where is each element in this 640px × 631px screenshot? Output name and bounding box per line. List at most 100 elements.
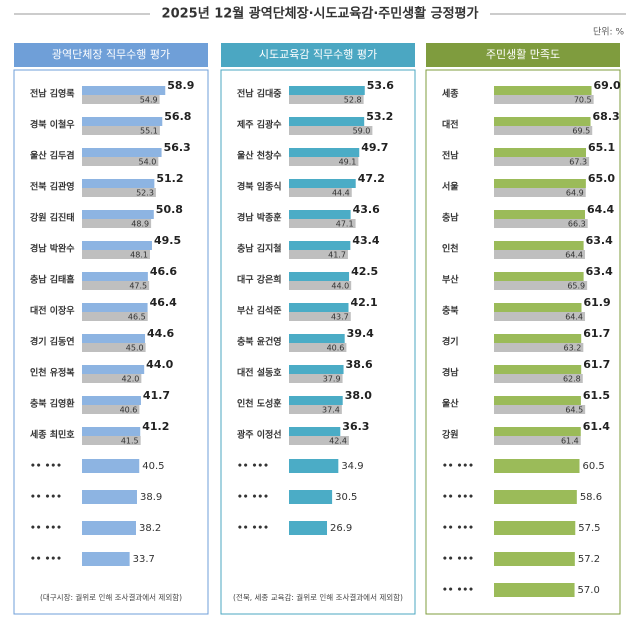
row-label: 충남 김태흠	[30, 274, 75, 286]
row-label: 울산	[442, 398, 459, 410]
bar	[289, 334, 345, 343]
bar	[494, 396, 581, 405]
row-label: 전북 김관영	[30, 181, 75, 193]
value-label: 64.4	[587, 203, 614, 216]
bar	[82, 334, 146, 343]
row-label: 충북 김영환	[30, 398, 75, 410]
bar	[494, 552, 575, 566]
row-label: 경기 김동연	[30, 336, 75, 348]
bar	[494, 148, 587, 157]
row-label: 부산	[442, 274, 459, 286]
prev-value-label: 64.4	[565, 251, 583, 260]
prev-value-label: 49.1	[339, 158, 357, 167]
value-label: 61.7	[583, 358, 610, 371]
row-label: •• •••	[237, 462, 269, 472]
row-label: 부산 김석준	[237, 305, 282, 317]
value-label: 49.5	[154, 234, 181, 247]
value-label: 42.1	[351, 296, 378, 309]
row-label: •• •••	[237, 524, 269, 534]
bar	[289, 117, 365, 126]
prev-value-label: 47.5	[129, 282, 147, 291]
prev-bar	[289, 250, 348, 259]
bar	[82, 490, 137, 504]
bar	[494, 179, 586, 188]
value-label: 30.5	[335, 492, 357, 503]
bar	[494, 303, 582, 312]
panel-body	[220, 69, 416, 615]
value-label: 63.4	[586, 265, 613, 278]
value-label: 60.5	[583, 461, 605, 472]
value-label: 50.8	[156, 203, 183, 216]
bar	[289, 210, 351, 219]
prev-bar	[82, 126, 160, 135]
bar	[494, 427, 581, 436]
value-label: 61.4	[583, 420, 610, 433]
row-label: 대전 이장우	[30, 305, 75, 317]
value-label: 41.7	[143, 389, 170, 402]
value-label: 57.0	[578, 585, 600, 596]
prev-bar	[289, 343, 347, 352]
panel-body	[13, 69, 209, 615]
bar	[494, 272, 584, 281]
bar	[494, 334, 582, 343]
bar	[82, 148, 162, 157]
bar	[494, 117, 591, 126]
bar	[494, 490, 577, 504]
value-label: 33.7	[133, 554, 155, 565]
bar	[289, 490, 333, 504]
row-label: 경북 이철우	[30, 119, 75, 131]
bar	[494, 459, 580, 473]
value-label: 58.9	[167, 79, 194, 92]
unit: 단위: %	[593, 27, 624, 38]
value-label: 61.7	[583, 327, 610, 340]
bar	[289, 459, 339, 473]
prev-bar	[494, 405, 586, 414]
bar	[289, 427, 341, 436]
value-label: 43.6	[353, 203, 380, 216]
chart-title: 2025년 12월 광역단체장·시도교육감·주민생활 긍정평가	[162, 6, 479, 22]
value-label: 41.2	[142, 420, 169, 433]
prev-bar	[289, 312, 351, 321]
prev-value-label: 52.3	[136, 189, 154, 198]
prev-bar	[289, 219, 356, 228]
row-label: •• •••	[237, 493, 269, 503]
row-label: 대구 강은희	[237, 274, 282, 286]
value-label: 38.6	[346, 358, 373, 371]
prev-value-label: 47.1	[336, 220, 354, 229]
bar	[289, 365, 344, 374]
value-label: 44.0	[146, 358, 173, 371]
prev-bar	[82, 250, 150, 259]
value-label: 58.6	[580, 492, 602, 503]
bar	[82, 117, 163, 126]
prev-value-label: 59.0	[353, 127, 371, 136]
prev-bar	[82, 95, 160, 104]
value-label: 53.2	[366, 110, 393, 123]
bar	[82, 365, 145, 374]
value-label: 69.0	[594, 79, 621, 92]
bar	[82, 427, 141, 436]
bar	[82, 396, 141, 405]
bar	[289, 86, 365, 95]
prev-value-label: 41.5	[121, 437, 139, 446]
value-label: 46.6	[150, 265, 177, 278]
row-label: 경남 박종훈	[237, 212, 282, 224]
bar	[289, 303, 349, 312]
prev-value-label: 40.6	[120, 406, 138, 415]
prev-value-label: 63.2	[564, 344, 582, 353]
row-label: 충북 윤건영	[237, 336, 282, 348]
prev-bar	[289, 126, 373, 135]
prev-bar	[494, 312, 586, 321]
value-label: 44.6	[147, 327, 174, 340]
value-label: 38.0	[345, 389, 372, 402]
value-label: 53.6	[367, 79, 394, 92]
bar	[289, 396, 343, 405]
bar	[494, 583, 575, 597]
prev-value-label: 45.0	[126, 344, 144, 353]
prev-value-label: 48.9	[131, 220, 149, 229]
row-label: 충북	[442, 305, 459, 317]
prev-value-label: 48.1	[130, 251, 148, 260]
prev-value-label: 66.3	[568, 220, 586, 229]
row-label: 경남	[442, 367, 459, 379]
prev-value-label: 43.7	[331, 313, 349, 322]
